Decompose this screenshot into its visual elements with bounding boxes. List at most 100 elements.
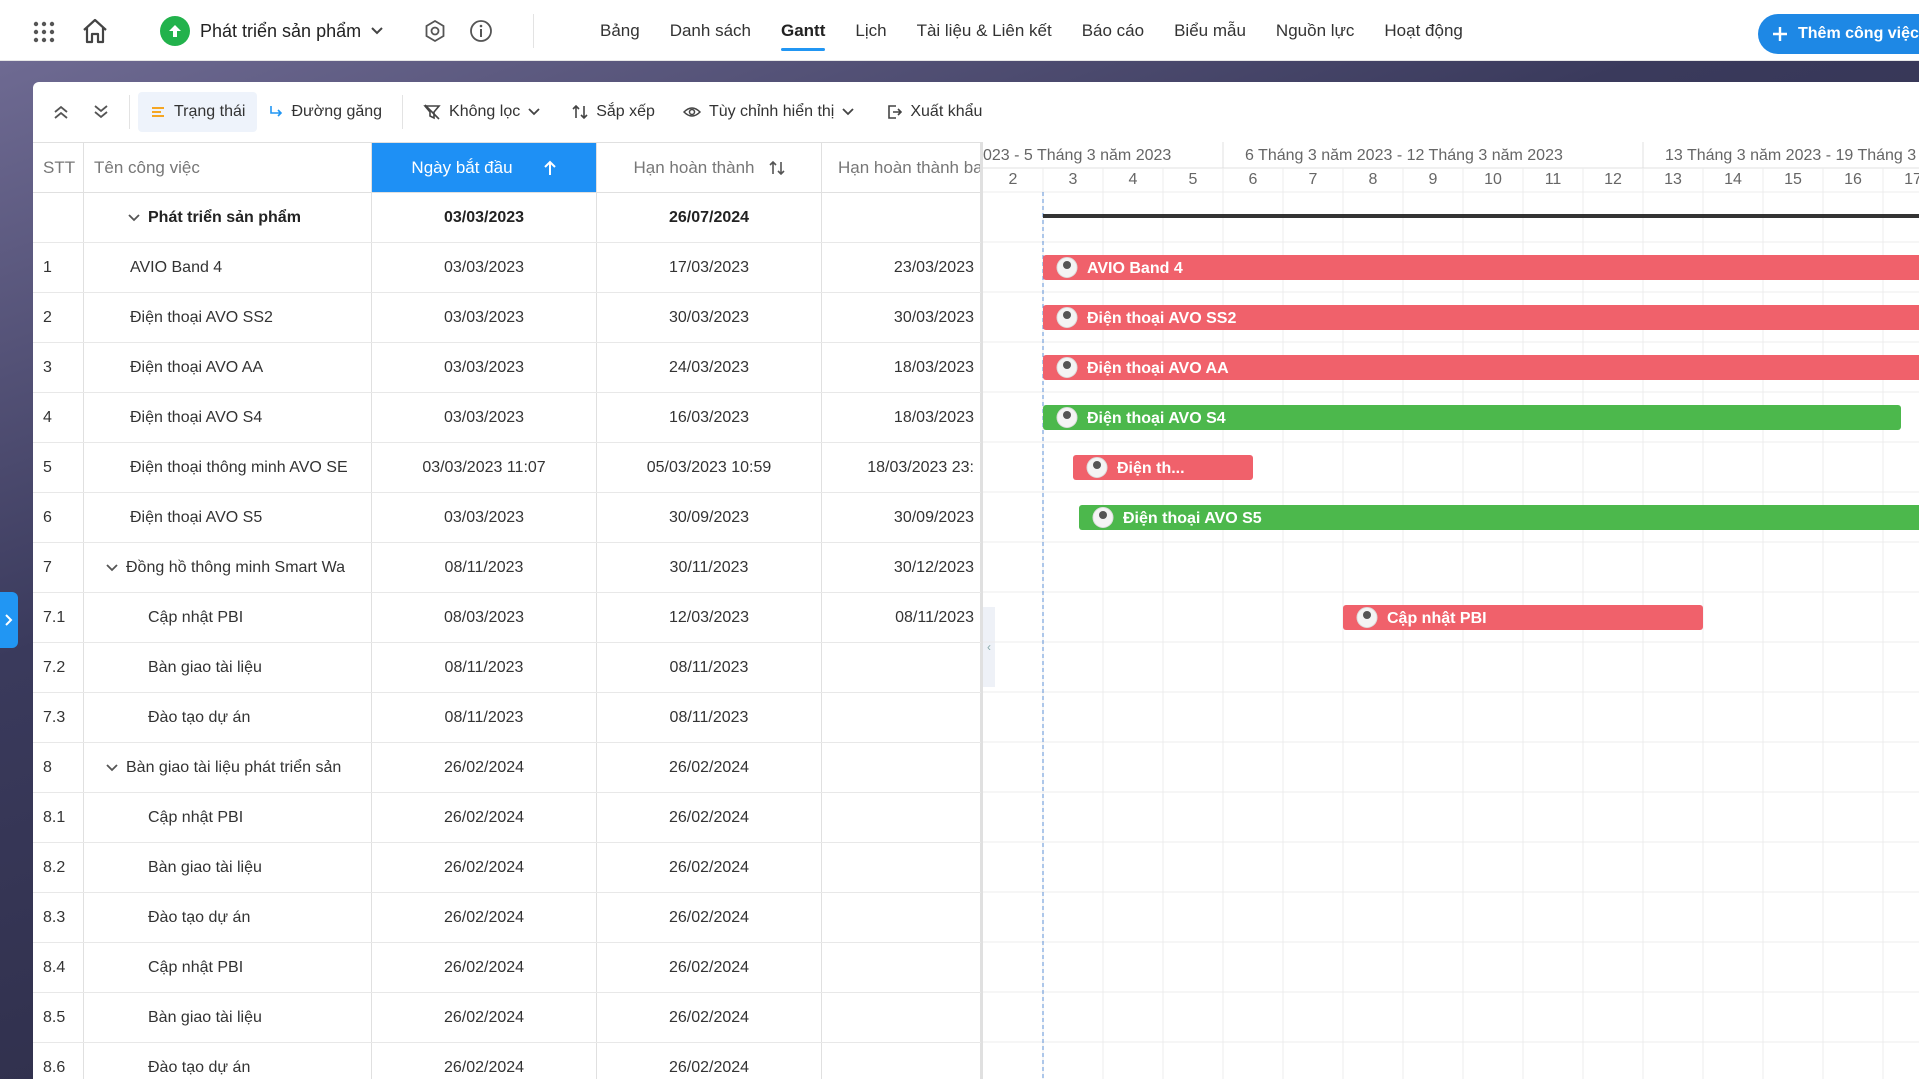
cell-start-date[interactable]: 08/03/2023 [372,593,597,642]
cell-start-date[interactable]: 26/02/2024 [372,943,597,992]
export-button[interactable]: Xuất khẩu [874,92,994,132]
cell-baseline-due[interactable]: 18/03/2023 [822,343,981,392]
cell-start-date[interactable]: 03/03/2023 [372,393,597,442]
cell-baseline-due[interactable]: 30/03/2023 [822,293,981,342]
cell-start-date[interactable]: 03/03/2023 [372,293,597,342]
cell-due-date[interactable]: 26/02/2024 [597,993,822,1042]
cell-baseline-due[interactable] [822,643,981,692]
tab-4[interactable]: Tài liệu & Liên kết [916,20,1052,40]
cell-task-name[interactable]: Điện thoại AVO S5 [84,493,372,542]
cell-task-name[interactable]: Đồng hồ thông minh Smart Wa [84,543,372,592]
cell-baseline-due[interactable] [822,943,981,992]
tab-0[interactable]: Bảng [600,20,640,40]
tab-3[interactable]: Lịch [855,20,887,40]
cell-start-date[interactable]: 03/03/2023 [372,343,597,392]
table-row[interactable]: 7.1 Cập nhật PBI 08/03/2023 12/03/2023 08/11… [33,593,981,643]
task-bar-fill[interactable] [1073,455,1253,480]
task-bar[interactable]: Điện thoại AVO S4 [1043,405,1901,430]
cell-task-name[interactable]: Điện thoại AVO AA [84,343,372,392]
table-row[interactable]: 3 Điện thoại AVO AA 03/03/2023 24/03/2023 18… [33,343,981,393]
table-row[interactable]: 7.2 Bàn giao tài liệu 08/11/2023 08/11/2023 [33,643,981,693]
table-row[interactable]: 5 Điện thoại thông minh AVO SE 03/03/2023 … [33,443,981,493]
cell-baseline-due[interactable] [822,693,981,742]
cell-start-date[interactable]: 26/02/2024 [372,893,597,942]
cell-due-date[interactable]: 26/02/2024 [597,843,822,892]
table-row[interactable]: 8.4 Cập nhật PBI 26/02/2024 26/02/2024 [33,943,981,993]
cell-baseline-due[interactable]: 23/03/2023 [822,243,981,292]
cell-due-date[interactable]: 26/02/2024 [597,893,822,942]
tab-6[interactable]: Biểu mẫu [1174,20,1246,40]
cell-start-date[interactable]: 08/11/2023 [372,693,597,742]
table-row[interactable]: Phát triển sản phẩm 03/03/2023 26/07/2024 [33,193,981,243]
table-row[interactable]: 1 AVIO Band 4 03/03/2023 17/03/2023 23/03/20… [33,243,981,293]
table-row[interactable]: 6 Điện thoại AVO S5 03/03/2023 30/09/2023 30… [33,493,981,543]
sidebar-expand-toggle[interactable] [0,592,18,648]
filter-button[interactable]: Không lọc [411,92,552,132]
cell-task-name[interactable]: Bàn giao tài liệu [84,993,372,1042]
cell-task-name[interactable]: Đào tạo dự án [84,893,372,942]
tab-2[interactable]: Gantt [766,0,840,61]
cell-baseline-due[interactable]: 30/12/2023 [822,543,981,592]
panel-splitter[interactable] [981,142,983,1079]
task-bar-fill[interactable] [1043,355,1919,380]
cell-start-date[interactable]: 08/11/2023 [372,543,597,592]
tab-8[interactable]: Hoạt động [1384,20,1463,40]
cell-task-name[interactable]: Cập nhật PBI [84,593,372,642]
cell-start-date[interactable]: 03/03/2023 [372,243,597,292]
cell-due-date[interactable]: 16/03/2023 [597,393,822,442]
sort-icon[interactable] [768,160,785,176]
critical-path-button[interactable]: Đường găng [257,92,394,132]
task-bar[interactable]: AVIO Band 4 [1043,255,1919,280]
cell-due-date[interactable]: 17/03/2023 [597,243,822,292]
cell-task-name[interactable]: Bàn giao tài liệu [84,843,372,892]
expand-chevron-icon[interactable] [106,763,118,772]
cell-task-name[interactable]: Bàn giao tài liệu phát triển sản [84,743,372,792]
summary-bar[interactable] [1043,214,1919,218]
cell-due-date[interactable]: 26/02/2024 [597,1043,822,1079]
tab-5[interactable]: Báo cáo [1081,20,1145,40]
cell-baseline-due[interactable]: 18/03/2023 [822,393,981,442]
cell-due-date[interactable]: 26/02/2024 [597,943,822,992]
cell-start-date[interactable]: 26/02/2024 [372,993,597,1042]
table-row[interactable]: 2 Điện thoại AVO SS2 03/03/2023 30/03/2023 3… [33,293,981,343]
tab-7[interactable]: Nguồn lực [1275,20,1355,40]
cell-baseline-due[interactable] [822,793,981,842]
cell-start-date[interactable]: 26/02/2024 [372,793,597,842]
cell-task-name[interactable]: Bàn giao tài liệu [84,643,372,692]
status-button[interactable]: Trạng thái [138,92,258,132]
sort-ascending-icon[interactable] [543,160,557,176]
add-task-button[interactable]: Thêm công việc [1758,14,1919,54]
cell-baseline-due[interactable] [822,893,981,942]
expand-all-button[interactable] [81,92,121,132]
tab-1[interactable]: Danh sách [669,20,751,40]
cell-baseline-due[interactable] [822,743,981,792]
task-bar[interactable]: Điện th... [1073,455,1253,480]
info-icon[interactable] [466,16,496,46]
cell-due-date[interactable]: 26/07/2024 [597,193,822,242]
cell-baseline-due[interactable] [822,843,981,892]
table-row[interactable]: 8.5 Bàn giao tài liệu 26/02/2024 26/02/2024 [33,993,981,1043]
task-bar-fill[interactable] [1043,405,1901,430]
column-header-start[interactable]: Ngày bắt đầu [372,143,597,192]
cell-task-name[interactable]: Điện thoại AVO S4 [84,393,372,442]
cell-start-date[interactable]: 26/02/2024 [372,743,597,792]
task-bar[interactable]: Cập nhật PBI [1343,605,1703,630]
settings-icon[interactable] [420,16,450,46]
sort-button[interactable]: Sắp xếp [560,92,667,132]
table-row[interactable]: 8.1 Cập nhật PBI 26/02/2024 26/02/2024 [33,793,981,843]
table-row[interactable]: 4 Điện thoại AVO S4 03/03/2023 16/03/2023 18… [33,393,981,443]
table-row[interactable]: 8.3 Đào tạo dự án 26/02/2024 26/02/2024 [33,893,981,943]
cell-due-date[interactable]: 26/02/2024 [597,743,822,792]
cell-due-date[interactable]: 12/03/2023 [597,593,822,642]
cell-start-date[interactable]: 08/11/2023 [372,643,597,692]
cell-task-name[interactable]: Điện thoại thông minh AVO SE [84,443,372,492]
cell-due-date[interactable]: 30/03/2023 [597,293,822,342]
column-header-baseline[interactable]: Hạn hoàn thành ba [822,143,981,192]
project-selector[interactable]: Phát triển sản phẩm [160,12,383,50]
task-bar-fill[interactable] [1043,255,1919,280]
cell-baseline-due[interactable] [822,193,981,242]
cell-task-name[interactable]: Điện thoại AVO SS2 [84,293,372,342]
table-row[interactable]: 7.3 Đào tạo dự án 08/11/2023 08/11/2023 [33,693,981,743]
cell-start-date[interactable]: 03/03/2023 [372,193,597,242]
cell-task-name[interactable]: Phát triển sản phẩm [84,193,372,242]
